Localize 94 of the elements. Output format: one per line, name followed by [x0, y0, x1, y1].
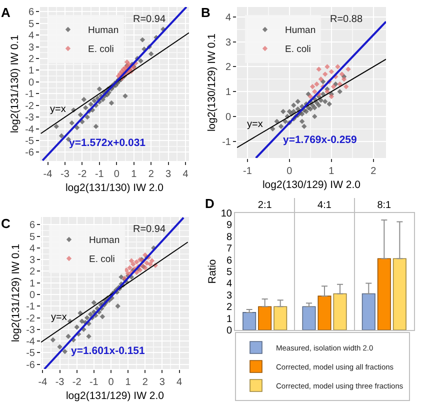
y-tick-label: 4 — [29, 243, 36, 254]
y-tick-label: -1 — [25, 89, 34, 100]
y-tick-label: 1 — [28, 66, 34, 77]
y-tick-label: 3 — [28, 42, 34, 54]
y-tick-label: 2 — [226, 302, 232, 314]
y-tick-label: 0 — [29, 290, 36, 302]
y-tick-label: 4 — [225, 12, 232, 24]
y-tick-label: 2 — [29, 266, 36, 278]
chart-title: A — [1, 5, 11, 20]
x-tick-label: -3 — [60, 169, 70, 180]
x-tick-label: 3 — [166, 169, 172, 180]
x-tick-label: 4 — [176, 377, 182, 388]
x-tick-label: -1 — [94, 169, 104, 180]
y-tick-label: 0 — [28, 77, 34, 88]
y-tick-label: -3 — [25, 112, 34, 124]
y-axis-title: log2(131/130) IW 0.1 — [8, 34, 21, 134]
y-tick-label: -3 — [26, 324, 36, 336]
y-tick-label: 7 — [226, 244, 232, 255]
x-tick-label: 4:1 — [318, 200, 332, 211]
x-axis-title: log2(130/129) IW 2.0 — [262, 178, 361, 191]
y-tick-label: -5 — [26, 348, 36, 360]
y-axis-title: Ratio — [206, 259, 219, 284]
x-tick-label: 4 — [182, 169, 189, 180]
annotation: R=0.88 — [330, 14, 363, 25]
y-tick-label: -1 — [26, 302, 36, 313]
chart-title: B — [201, 5, 210, 20]
series-label: y=1.601x-0.151 — [71, 345, 146, 357]
y-tick-label: 9 — [226, 220, 232, 232]
y-tick-label: 5 — [226, 267, 232, 278]
y-tick-label: 8 — [226, 232, 232, 243]
annotation: R=0.94 — [133, 14, 166, 25]
y-tick-label: 0 — [225, 112, 232, 123]
x-tick-label: 2 — [370, 166, 377, 177]
y-tick-label: 6 — [29, 220, 36, 232]
x-tick-label: -4 — [38, 377, 48, 388]
x-tick-label: 1 — [125, 377, 132, 388]
x-tick-label: 0 — [108, 377, 114, 388]
y-tick-label: 6 — [226, 255, 232, 266]
y-tick-label: -2 — [25, 100, 34, 112]
series-label: y=1.572x+0.031 — [69, 137, 146, 149]
x-tick-label: 3 — [159, 377, 166, 388]
x-tick-label: 1 — [328, 166, 335, 177]
y-tick-label: 2 — [28, 54, 34, 66]
y-tick-label: 4 — [226, 278, 232, 290]
x-tick-label: 0 — [286, 166, 293, 177]
x-tick-label: -3 — [55, 377, 65, 388]
x-tick-label: -4 — [43, 169, 53, 180]
x-tick-label: -1 — [243, 166, 252, 177]
chart-title: D — [205, 196, 214, 211]
y-tick-label: 5 — [29, 232, 36, 243]
x-tick-label: -2 — [72, 377, 82, 388]
y-tick-label: 4 — [28, 30, 34, 42]
y-tick-label: 1 — [29, 278, 36, 290]
annotation: R=0.94 — [133, 224, 166, 235]
series-label: y=1.769x-0.259 — [283, 134, 358, 146]
y-tick-label: -5 — [25, 136, 34, 148]
series-label: y=x — [50, 104, 66, 115]
y-tick-label: 0 — [226, 326, 232, 336]
y-axis-title: log2(131/129) IW 0.1 — [10, 244, 22, 342]
chart-title: C — [1, 216, 11, 231]
series-label: y=x — [51, 312, 67, 323]
y-tick-label: 6 — [28, 7, 34, 18]
legend-label: Human — [285, 25, 316, 36]
x-tick-label: 2:1 — [258, 200, 272, 211]
legend-label: E. coli — [285, 44, 311, 56]
y-tick-label: -1 — [222, 136, 232, 148]
y-tick-label: -6 — [25, 148, 34, 159]
x-tick-label: 0 — [114, 169, 120, 180]
y-tick-label: 3 — [29, 255, 36, 266]
y-tick-label: -4 — [25, 124, 34, 136]
legend-label: E. coli — [88, 44, 114, 56]
x-tick-label: -1 — [89, 377, 99, 388]
legend-label: E. coli — [89, 254, 115, 266]
legend-label: Human — [88, 25, 119, 36]
x-axis-title: log2(131/129) IW 2.0 — [66, 390, 164, 402]
y-tick-label: -2 — [26, 313, 36, 324]
x-tick-label: -2 — [78, 169, 88, 180]
x-tick-label: 2 — [148, 169, 154, 180]
y-tick-label: -6 — [26, 360, 36, 371]
legend-label: Human — [89, 235, 120, 246]
y-tick-label: 2 — [225, 62, 232, 74]
series-label: y=x — [247, 119, 263, 130]
y-tick-label: 3 — [226, 290, 232, 302]
y-tick-label: 1 — [225, 87, 232, 98]
y-tick-label: -4 — [26, 336, 36, 348]
x-axis-title: log2(131/130) IW 2.0 — [65, 182, 164, 194]
x-tick-label: 2 — [142, 377, 148, 388]
y-tick-label: 10 — [220, 208, 232, 220]
y-tick-label: 3 — [225, 37, 232, 48]
y-tick-label: 1 — [226, 314, 232, 325]
x-tick-label: 1 — [131, 169, 138, 180]
x-tick-label: 8:1 — [377, 200, 392, 211]
y-tick-label: 5 — [28, 18, 34, 30]
y-axis-title: log2(130/129) IW 0.1 — [206, 33, 218, 132]
